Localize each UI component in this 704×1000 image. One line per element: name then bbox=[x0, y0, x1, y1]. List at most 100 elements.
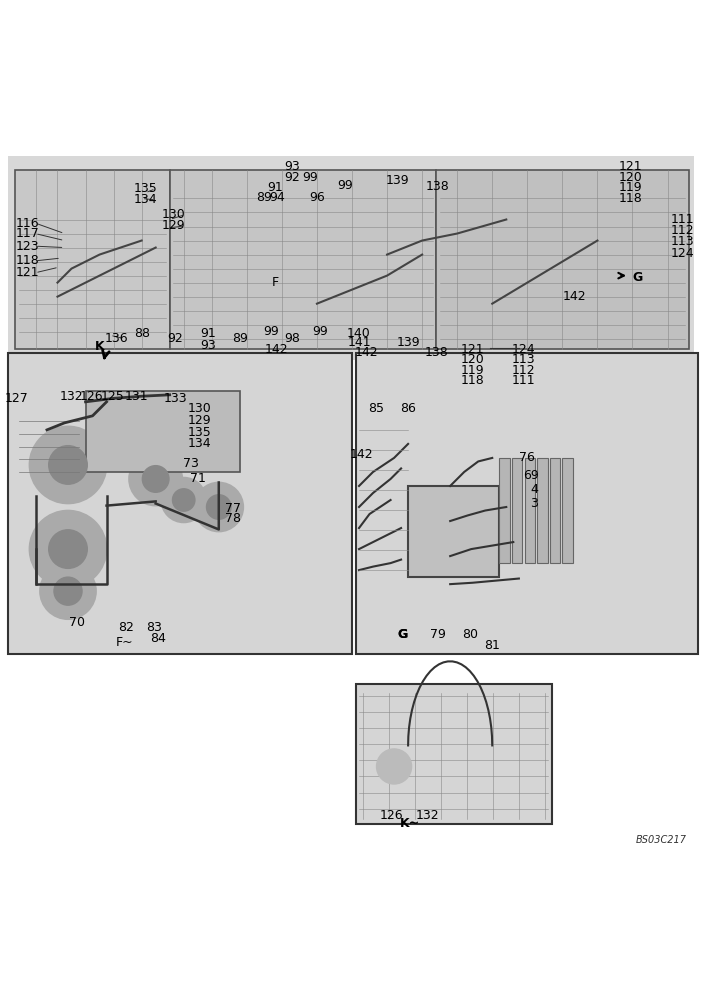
Text: 89: 89 bbox=[232, 332, 248, 345]
Bar bbox=[562, 458, 573, 563]
Bar bbox=[512, 458, 522, 563]
Text: 120: 120 bbox=[619, 171, 642, 184]
Text: 123: 123 bbox=[15, 240, 39, 253]
Text: 112: 112 bbox=[671, 224, 695, 237]
Text: K: K bbox=[95, 340, 104, 353]
Text: 81: 81 bbox=[484, 639, 500, 652]
Text: 83: 83 bbox=[146, 621, 162, 634]
Text: 84: 84 bbox=[151, 632, 166, 645]
Text: 116: 116 bbox=[15, 217, 39, 230]
Text: 118: 118 bbox=[460, 374, 484, 387]
Text: 142: 142 bbox=[562, 290, 586, 303]
Text: 138: 138 bbox=[426, 180, 449, 193]
Text: 119: 119 bbox=[461, 364, 484, 377]
Text: 121: 121 bbox=[15, 266, 39, 279]
Circle shape bbox=[377, 749, 412, 784]
Bar bbox=[85, 391, 240, 472]
Bar bbox=[436, 170, 689, 349]
Text: 4: 4 bbox=[530, 483, 539, 496]
Text: 85: 85 bbox=[368, 402, 384, 415]
Text: 99: 99 bbox=[302, 171, 318, 184]
Text: 92: 92 bbox=[284, 171, 301, 184]
Text: 133: 133 bbox=[163, 392, 187, 405]
Bar bbox=[537, 458, 548, 563]
Circle shape bbox=[142, 466, 169, 492]
Text: 126: 126 bbox=[379, 809, 403, 822]
Text: 112: 112 bbox=[511, 364, 535, 377]
Text: 69: 69 bbox=[523, 469, 539, 482]
Circle shape bbox=[49, 446, 87, 484]
Text: 142: 142 bbox=[265, 343, 288, 356]
Text: 121: 121 bbox=[619, 160, 642, 173]
Text: 142: 142 bbox=[354, 346, 378, 359]
Bar bbox=[170, 170, 436, 349]
Text: 119: 119 bbox=[619, 181, 642, 194]
Circle shape bbox=[194, 482, 244, 532]
Text: 77: 77 bbox=[225, 502, 241, 515]
Text: 141: 141 bbox=[347, 336, 371, 349]
Text: 70: 70 bbox=[69, 616, 85, 629]
Text: 93: 93 bbox=[284, 160, 301, 173]
Text: 71: 71 bbox=[190, 472, 206, 485]
Circle shape bbox=[206, 495, 231, 519]
Text: 118: 118 bbox=[619, 192, 642, 205]
Text: 92: 92 bbox=[168, 332, 183, 345]
Text: 135: 135 bbox=[133, 182, 157, 195]
Text: 136: 136 bbox=[105, 332, 129, 345]
Text: 126: 126 bbox=[80, 390, 103, 403]
Text: 93: 93 bbox=[201, 339, 216, 352]
Text: 121: 121 bbox=[461, 343, 484, 356]
Text: K~: K~ bbox=[399, 817, 420, 830]
Circle shape bbox=[172, 489, 195, 511]
Text: 129: 129 bbox=[187, 414, 211, 427]
Text: 118: 118 bbox=[15, 254, 39, 267]
Text: 88: 88 bbox=[134, 327, 150, 340]
Text: 142: 142 bbox=[349, 448, 373, 461]
Text: 139: 139 bbox=[386, 174, 410, 187]
Text: 91: 91 bbox=[201, 327, 216, 340]
Text: G: G bbox=[397, 628, 408, 641]
Text: 134: 134 bbox=[133, 193, 157, 206]
Bar bbox=[356, 353, 698, 654]
Circle shape bbox=[40, 563, 96, 619]
Text: 129: 129 bbox=[161, 219, 185, 232]
Text: 99: 99 bbox=[263, 325, 279, 338]
Text: 94: 94 bbox=[269, 191, 285, 204]
Text: 130: 130 bbox=[161, 208, 185, 221]
Text: 124: 124 bbox=[671, 247, 695, 260]
Circle shape bbox=[30, 426, 106, 504]
Bar bbox=[8, 156, 694, 360]
Circle shape bbox=[54, 577, 82, 605]
Text: 98: 98 bbox=[284, 332, 301, 345]
Text: 3: 3 bbox=[530, 497, 539, 510]
Text: 99: 99 bbox=[313, 325, 328, 338]
Text: 111: 111 bbox=[671, 213, 695, 226]
Bar bbox=[524, 458, 535, 563]
Text: 120: 120 bbox=[460, 353, 484, 366]
Text: 132: 132 bbox=[60, 390, 83, 403]
Text: 89: 89 bbox=[256, 191, 272, 204]
Text: 96: 96 bbox=[309, 191, 325, 204]
Text: 111: 111 bbox=[511, 374, 535, 387]
Text: 113: 113 bbox=[511, 353, 535, 366]
Text: 125: 125 bbox=[100, 390, 124, 403]
Text: 78: 78 bbox=[225, 512, 241, 525]
Circle shape bbox=[30, 511, 106, 588]
Text: G: G bbox=[632, 271, 643, 284]
Text: 124: 124 bbox=[511, 343, 535, 356]
Text: 139: 139 bbox=[396, 336, 420, 349]
Bar bbox=[15, 170, 170, 349]
Text: 134: 134 bbox=[187, 437, 211, 450]
Text: 73: 73 bbox=[183, 457, 199, 470]
Text: 76: 76 bbox=[520, 451, 535, 464]
Text: 135: 135 bbox=[187, 426, 211, 439]
Text: F: F bbox=[271, 276, 278, 289]
Circle shape bbox=[161, 478, 206, 522]
Text: 91: 91 bbox=[267, 181, 283, 194]
Text: 138: 138 bbox=[425, 346, 448, 359]
Text: 99: 99 bbox=[337, 179, 353, 192]
Bar bbox=[356, 684, 552, 824]
Circle shape bbox=[129, 452, 182, 506]
Text: 132: 132 bbox=[416, 809, 439, 822]
Text: 130: 130 bbox=[187, 402, 211, 415]
